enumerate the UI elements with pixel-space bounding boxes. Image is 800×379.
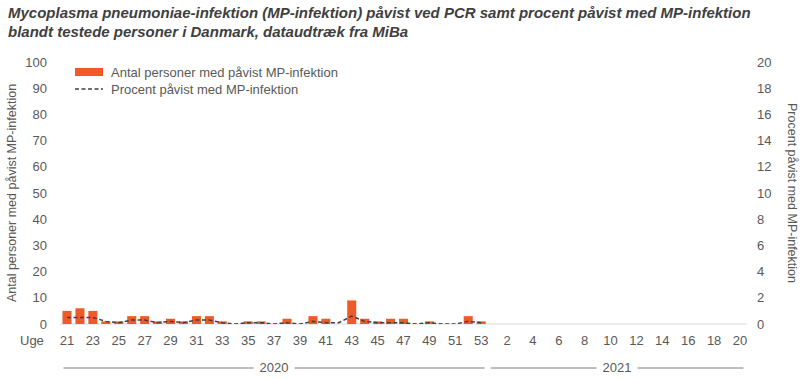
- y2-tick-label: 8: [757, 212, 764, 227]
- y2-tick-label: 12: [757, 159, 771, 174]
- year-line: [64, 368, 254, 369]
- y2-tick-label: 14: [757, 133, 771, 148]
- y2-axis-label: Procent påvist med MP-infektion: [785, 103, 799, 283]
- x-tick-label: 41: [319, 333, 333, 348]
- x-tick-label: 4: [529, 333, 536, 348]
- x-tick-label: 39: [293, 333, 307, 348]
- x-tick-label: 35: [241, 333, 255, 348]
- chart: Mycoplasma pneumoniae-infektion (MP-infe…: [0, 0, 800, 379]
- line: [67, 316, 481, 324]
- x-tick-label: 10: [603, 333, 617, 348]
- x-tick-label: 6: [555, 333, 562, 348]
- x-tick-label: 49: [422, 333, 436, 348]
- x-tick-label: 20: [733, 333, 747, 348]
- bar: [347, 300, 356, 324]
- x-tick-label: 47: [396, 333, 410, 348]
- x-tick-label: 29: [163, 333, 177, 348]
- y-tick-label: 30: [33, 238, 47, 253]
- y2-tick-label: 10: [757, 186, 771, 201]
- year-line: [638, 368, 744, 369]
- y-tick-label: 80: [33, 107, 47, 122]
- x-tick-label: 37: [267, 333, 281, 348]
- y-tick-label: 0: [40, 317, 47, 332]
- bar: [334, 324, 343, 325]
- bar: [308, 316, 317, 324]
- y-tick-label: 100: [25, 55, 47, 70]
- x-tick-label: 18: [707, 333, 721, 348]
- y2-tick-label: 18: [757, 81, 771, 96]
- x-tick-label: 25: [112, 333, 126, 348]
- bar: [75, 308, 84, 324]
- legend-swatch: [75, 88, 103, 90]
- year-line: [295, 368, 485, 369]
- legend-swatch: [75, 68, 103, 76]
- legend-label: Antal personer med påvist MP-infektion: [111, 65, 338, 80]
- year-label: 2021: [603, 360, 632, 375]
- y-tick-label: 70: [33, 133, 47, 148]
- x-tick-label: 21: [60, 333, 74, 348]
- x-axis-label: Uge: [20, 333, 44, 348]
- x-tick-label: 14: [655, 333, 669, 348]
- bar: [464, 316, 473, 324]
- y-tick-label: 60: [33, 159, 47, 174]
- y-axis-label: Antal personer med påvist MP-infektion: [5, 84, 19, 302]
- y-tick-label: 40: [33, 212, 47, 227]
- x-tick-label: 43: [344, 333, 358, 348]
- x-tick-label: 27: [137, 333, 151, 348]
- y2-tick-label: 6: [757, 238, 764, 253]
- y-tick-label: 90: [33, 81, 47, 96]
- x-tick-label: 53: [474, 333, 488, 348]
- year-line: [491, 368, 597, 369]
- x-tick-label: 23: [86, 333, 100, 348]
- x-tick-label: 12: [629, 333, 643, 348]
- title-line: blandt testede personer i Danmark, datau…: [8, 23, 408, 40]
- y-tick-label: 50: [33, 186, 47, 201]
- y2-tick-label: 2: [757, 290, 764, 305]
- x-tick-label: 16: [681, 333, 695, 348]
- y2-tick-label: 20: [757, 55, 771, 70]
- x-tick-label: 51: [448, 333, 462, 348]
- x-tick-label: 8: [581, 333, 588, 348]
- y2-tick-label: 16: [757, 107, 771, 122]
- legend-label: Procent påvist med MP-infektion: [111, 82, 298, 97]
- plot-marks: [62, 300, 485, 324]
- y2-tick-label: 4: [757, 264, 764, 279]
- title: Mycoplasma pneumoniae-infektion (MP-infe…: [8, 4, 751, 40]
- y-tick-label: 20: [33, 264, 47, 279]
- y2-tick-label: 0: [757, 317, 764, 332]
- title-line: Mycoplasma pneumoniae-infektion (MP-infe…: [8, 4, 751, 21]
- y-tick-label: 10: [33, 290, 47, 305]
- x-tick-label: 2: [503, 333, 510, 348]
- year-label: 2020: [260, 360, 289, 375]
- x-tick-label: 33: [215, 333, 229, 348]
- x-tick-label: 45: [370, 333, 384, 348]
- x-tick-label: 31: [189, 333, 203, 348]
